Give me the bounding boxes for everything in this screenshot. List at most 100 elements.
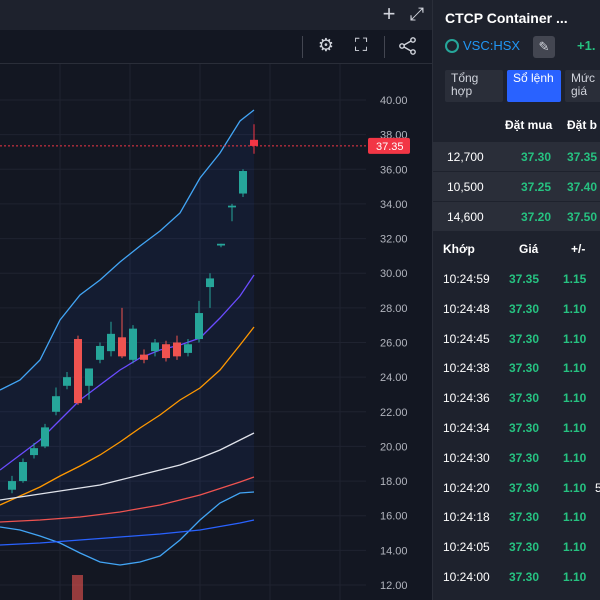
candle: [217, 243, 225, 248]
order-volume: 12,700: [447, 150, 484, 164]
trade-price: 37.30: [509, 510, 540, 525]
candle: [162, 340, 170, 362]
price-tick-label: 32.00: [380, 234, 408, 246]
settings-icon[interactable]: ⚙: [317, 35, 335, 55]
candle: [151, 339, 159, 357]
ask-header: Đặt b: [567, 118, 597, 132]
price-tick-label: 36.00: [380, 164, 408, 176]
trade-row: 10:24:20 37.30 1.10 5: [433, 473, 600, 503]
candle: [195, 300, 203, 343]
trade-row: 10:24:18 37.30 1.10: [433, 502, 600, 532]
candle: [52, 387, 60, 416]
toolbar-divider: [384, 36, 385, 58]
trade-change: 1.10: [563, 391, 587, 406]
candle: [85, 368, 93, 400]
edit-icon[interactable]: ✎: [533, 36, 555, 58]
ask-price: 37.35: [567, 150, 598, 164]
price-tick-label: 18.00: [380, 476, 408, 488]
trade-time-header: Khớp: [443, 242, 475, 256]
chart-toolbar: ⚙ ⛶: [0, 30, 432, 64]
trade-row: 10:24:38 37.30 1.10: [433, 353, 600, 383]
trade-row: 10:24:00 37.30 1.10: [433, 562, 600, 592]
trade-change: 1.10: [563, 480, 587, 495]
trade-price-header: Giá: [519, 242, 539, 256]
candle: [228, 203, 236, 222]
trade-change: 1.10: [563, 301, 587, 316]
stock-panel: CTCP Container ... VSC:HSX ✎ +1. Tổng hợ…: [432, 0, 600, 600]
candle: [184, 339, 192, 357]
trade-row: 10:24:45 37.30 1.10: [433, 324, 600, 354]
trade-time: 10:24:48: [443, 301, 490, 316]
trade-change: 1.10: [563, 570, 587, 584]
trade-change: 1.10: [563, 540, 587, 555]
tab-summary[interactable]: Tổng hợp: [445, 70, 503, 102]
volume-bar: [72, 575, 83, 600]
expand-icon[interactable]: ⤢: [409, 4, 425, 24]
fullscreen-icon[interactable]: ⛶: [354, 35, 368, 55]
bollinger-fill: [0, 110, 254, 565]
candle: [30, 442, 38, 459]
candle: [129, 325, 137, 364]
tab-order-book[interactable]: Sổ lệnh: [507, 70, 561, 102]
trade-time: 10:24:20: [443, 480, 490, 495]
candle: [41, 423, 49, 449]
trade-change: 1.10: [563, 421, 587, 435]
stock-title: CTCP Container ...: [445, 10, 568, 26]
trade-price: 37.30: [509, 361, 540, 376]
trade-change: 1.10: [563, 361, 587, 376]
price-tick-label: 16.00: [380, 511, 408, 523]
ticker-symbol[interactable]: VSC:HSX: [463, 38, 521, 53]
price-tick-label: 22.00: [380, 407, 408, 419]
trade-change: 1.10: [563, 450, 587, 465]
candle: [239, 169, 247, 197]
trade-price: 37.30: [509, 480, 540, 495]
chart-header-bar: + ⤢: [0, 0, 432, 30]
candle: [19, 458, 27, 483]
trade-time: 10:24:45: [443, 331, 490, 346]
chart-pane: + ⤢ ⚙ ⛶: [0, 0, 432, 600]
trade-change: 1.15: [563, 272, 587, 286]
price-tick-label: 34.00: [380, 199, 408, 211]
price-chart[interactable]: 40.0038.0036.0034.0032.0030.0028.0026.00…: [0, 64, 432, 600]
ma-white-line: [0, 432, 255, 501]
price-tick-label: 24.00: [380, 372, 408, 384]
last-price-label: 37.35: [376, 141, 404, 153]
trade-row: 10:24:59 37.35 1.15: [433, 264, 600, 294]
ma-orange-line: [0, 326, 255, 506]
ask-price: 37.50: [567, 210, 598, 224]
bollinger-upper-line: [0, 109, 255, 391]
price-change: +1.: [577, 38, 596, 53]
share-icon[interactable]: [398, 36, 418, 56]
order-volume: 10,500: [447, 180, 484, 194]
trade-row: 10:24:48 37.30 1.10: [433, 294, 600, 324]
trade-price: 37.30: [509, 570, 540, 584]
tab-label: Sổ lệnh: [513, 71, 554, 85]
order-book-row[interactable]: 10,500 37.25 37.40: [433, 172, 600, 202]
plus-icon[interactable]: +: [382, 1, 396, 26]
tab-price-levels[interactable]: Mức giá: [565, 70, 600, 102]
price-tick-label: 40.00: [380, 95, 408, 107]
refresh-icon[interactable]: [445, 39, 459, 53]
candle: [140, 349, 148, 364]
trade-time: 10:24:59: [443, 272, 490, 286]
tab-label: Tổng hợp: [451, 71, 479, 98]
candle: [107, 321, 115, 357]
candle: [173, 335, 181, 360]
candle: [63, 371, 71, 390]
order-book-row[interactable]: 14,600 37.20 37.50: [433, 202, 600, 232]
candle: [250, 124, 258, 154]
bid-price: 37.20: [521, 210, 552, 224]
price-tick-label: 26.00: [380, 338, 408, 350]
last-price-badge: [368, 137, 410, 154]
trade-price: 37.30: [509, 301, 540, 316]
ma-blue-line: [0, 519, 255, 546]
bid-header: Đặt mua: [505, 118, 553, 132]
order-book-row[interactable]: 12,700 37.30 37.35: [433, 142, 600, 172]
trade-price: 37.30: [509, 391, 540, 406]
trade-time: 10:24:05: [443, 540, 490, 555]
candle: [206, 273, 214, 308]
trade-price: 37.30: [509, 450, 540, 465]
order-volume: 14,600: [447, 210, 484, 224]
trade-time: 10:24:34: [443, 421, 490, 435]
